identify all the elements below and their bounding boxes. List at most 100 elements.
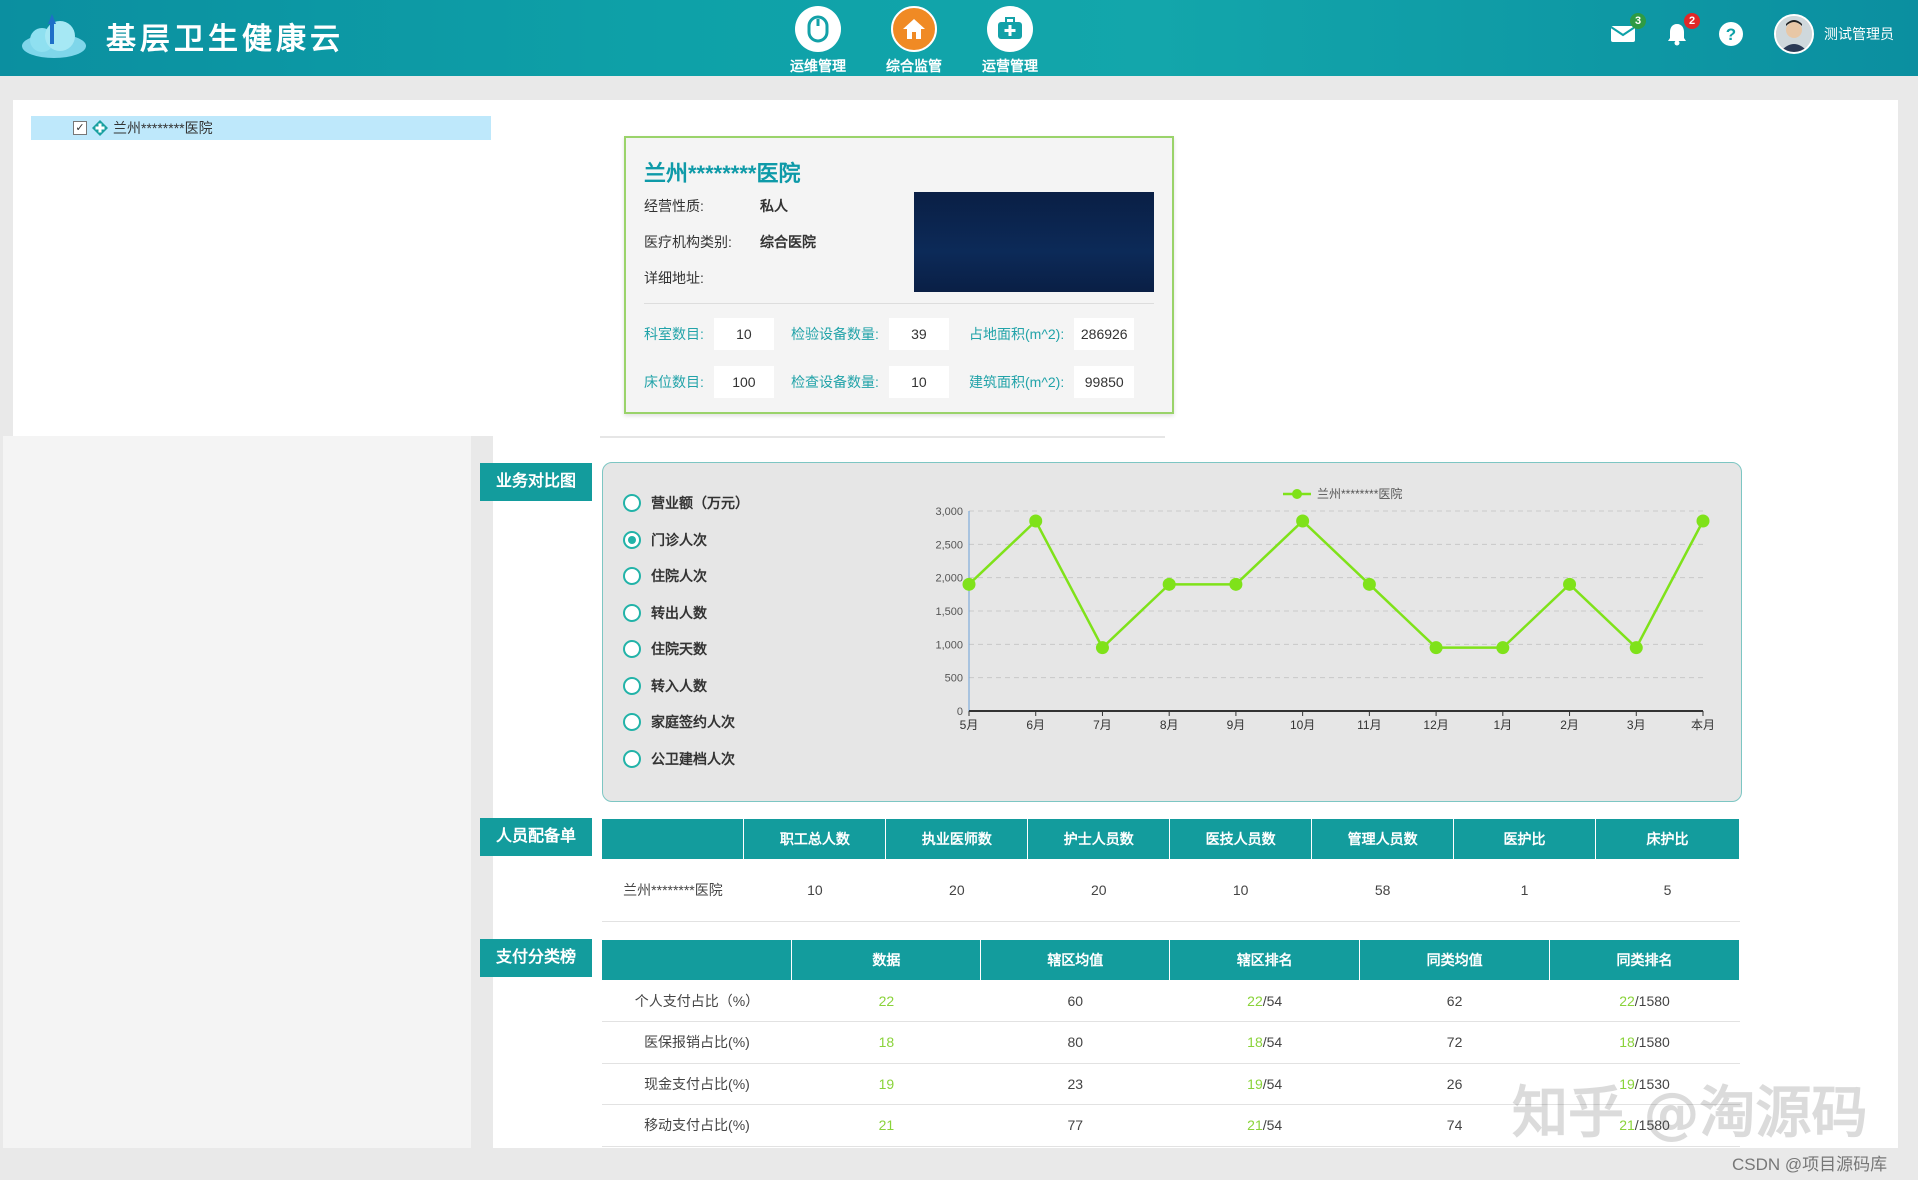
payment-cell: 个人支付占比（%）	[602, 980, 792, 1022]
data-point	[1496, 641, 1510, 655]
metric-radio-1[interactable]: 门诊人次	[623, 522, 749, 559]
top-nav: 运维管理 综合监管 运营管理	[785, 6, 1043, 76]
field-address: 详细地址:	[644, 268, 760, 288]
cloud-logo-icon	[18, 10, 90, 62]
user-avatar[interactable]	[1774, 14, 1814, 54]
stat-beds-label: 床位数目:	[644, 374, 704, 390]
payment-header-cell: 辖区均值	[980, 940, 1171, 980]
cell-text: /1580	[1634, 992, 1670, 1009]
field-nature: 经营性质: 私人	[644, 196, 788, 216]
x-tick-label: 5月	[960, 718, 979, 732]
stat-exam-equipment-value: 10	[888, 366, 949, 398]
y-tick-label: 2,500	[935, 539, 963, 551]
tree-node-hospital[interactable]: ✓ 兰州********医院	[31, 116, 491, 140]
nav-ops[interactable]: 运维管理	[785, 6, 851, 76]
y-tick-label: 3,000	[935, 506, 963, 518]
metric-radio-3[interactable]: 转出人数	[623, 595, 749, 632]
metric-radio-6[interactable]: 家庭签约人次	[623, 704, 749, 741]
cell-text: /54	[1262, 992, 1283, 1009]
staff-header-cell: 执业医师数	[885, 819, 1029, 859]
payment-header-cell: 辖区排名	[1169, 940, 1361, 980]
cell-text: 74	[1446, 1117, 1463, 1134]
payment-cell: 62	[1359, 980, 1550, 1022]
cell-text: 现金支付占比(%)	[644, 1075, 750, 1092]
field-nature-key: 经营性质:	[644, 198, 704, 214]
radio-dot[interactable]	[623, 713, 641, 732]
metric-label: 门诊人次	[651, 531, 707, 548]
series-line	[968, 518, 1705, 650]
field-category: 医疗机构类别: 综合医院	[644, 232, 816, 252]
staff-header-cell: 职工总人数	[743, 819, 887, 859]
username[interactable]: 测试管理员	[1824, 26, 1894, 42]
stat-departments: 科室数目: 10	[644, 318, 774, 350]
staff-header-cell: 床护比	[1595, 819, 1741, 859]
mail-button[interactable]: 3	[1606, 13, 1646, 51]
nav-operations[interactable]: 运营管理	[977, 6, 1043, 76]
metric-radio-7[interactable]: 公卫建档人次	[623, 741, 749, 778]
metric-radio-0[interactable]: 营业额（万元）	[623, 485, 749, 522]
metric-label: 转出人数	[651, 604, 707, 621]
mail-icon	[1610, 26, 1636, 42]
metric-radio-2[interactable]: 住院人次	[623, 558, 749, 595]
medical-kit-icon	[987, 6, 1033, 52]
payment-cell: 19/54	[1169, 1063, 1360, 1105]
bell-icon	[1668, 24, 1686, 46]
x-tick-label: 2月	[1560, 718, 1579, 732]
staff-cell: 兰州********医院	[602, 859, 744, 922]
x-tick-label: 6月	[1026, 718, 1045, 732]
highlight-value: 21	[878, 1117, 895, 1134]
alert-count-badge: 2	[1684, 13, 1700, 29]
field-address-key: 详细地址:	[644, 270, 704, 286]
tree-checkbox[interactable]: ✓	[73, 121, 87, 135]
stat-building-area: 建筑面积(m^2): 99850	[969, 366, 1135, 398]
data-point	[1296, 514, 1310, 528]
payment-table-header: 数据 辖区均值 辖区排名 同类均值 同类排名	[602, 940, 1740, 980]
cell-text: 23	[1067, 1075, 1084, 1092]
payment-cell: 21/54	[1169, 1104, 1360, 1147]
metric-label: 公卫建档人次	[651, 750, 735, 767]
payment-cell: 22/1580	[1549, 980, 1740, 1022]
highlight-value: 19	[878, 1075, 895, 1092]
org-tree-panel: ✓ 兰州********医院	[13, 100, 493, 436]
alert-button[interactable]: 2	[1660, 13, 1700, 51]
house-icon	[891, 6, 937, 52]
radio-dot[interactable]	[623, 603, 641, 622]
stat-beds: 床位数目: 100	[644, 366, 774, 398]
field-category-value: 综合医院	[760, 234, 816, 250]
svg-text:?: ?	[1726, 25, 1736, 44]
payment-header-cell: 同类均值	[1359, 940, 1551, 980]
data-point	[1162, 577, 1176, 591]
help-button[interactable]: ?	[1714, 17, 1748, 51]
radio-dot[interactable]	[623, 640, 641, 659]
radio-dot[interactable]	[623, 530, 641, 549]
payment-cell: 74	[1359, 1104, 1550, 1147]
cell-text: 77	[1067, 1117, 1084, 1134]
stat-lab-equipment-value: 39	[888, 318, 949, 350]
staff-header-cell: 管理人员数	[1311, 819, 1455, 859]
radio-dot[interactable]	[623, 494, 641, 513]
nav-supervision[interactable]: 综合监管	[881, 6, 947, 76]
x-tick-label: 本月	[1691, 718, 1715, 732]
metric-radio-5[interactable]: 转入人数	[623, 668, 749, 705]
field-nature-value: 私人	[760, 198, 788, 214]
cell-text: /1580	[1634, 1034, 1670, 1051]
metric-label: 家庭签约人次	[651, 714, 735, 731]
payment-cell: 现金支付占比(%)	[602, 1063, 792, 1105]
radio-dot[interactable]	[623, 676, 641, 695]
y-tick-label: 1,500	[935, 606, 963, 618]
radio-dot[interactable]	[623, 749, 641, 768]
staff-cell: 10	[1169, 859, 1312, 922]
radio-dot[interactable]	[623, 567, 641, 586]
cell-text: 个人支付占比（%）	[634, 992, 760, 1009]
metric-radio-4[interactable]: 住院天数	[623, 631, 749, 668]
x-tick-label: 1月	[1493, 718, 1512, 732]
payment-cell: 21/1580	[1549, 1104, 1740, 1147]
business-chart-panel: 营业额（万元） 门诊人次 住院人次 转出人数 住院天数 转入人数 家庭签约人次 公卫建档人次 …	[602, 462, 1742, 802]
stat-land-area: 占地面积(m^2): 286926	[969, 318, 1135, 350]
metric-label: 住院天数	[651, 641, 707, 658]
mail-count-badge: 3	[1630, 13, 1646, 29]
payment-cell: 22/54	[1169, 980, 1360, 1022]
staff-header-cell: 护士人员数	[1027, 819, 1171, 859]
app-logo: 基层卫生健康云	[18, 10, 344, 62]
x-tick-label: 9月	[1227, 718, 1246, 732]
